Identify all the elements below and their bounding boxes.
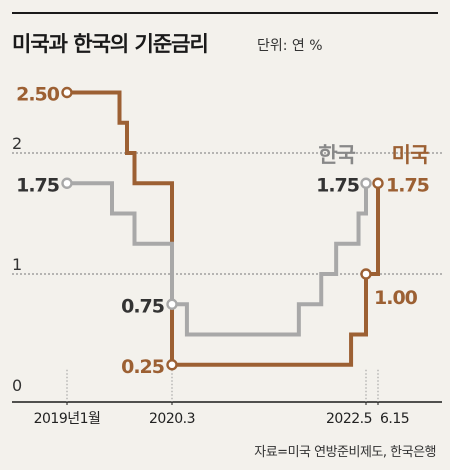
value-label-korea-1: 0.75 <box>121 295 164 317</box>
axis-layer: 2019년1월 2020.3 2022.5 6.15 <box>12 369 442 427</box>
marker-us-3 <box>372 177 384 189</box>
x-tick-label-2: 2022.5 <box>326 411 372 427</box>
marker-us-1 <box>166 359 178 371</box>
y-tick-label-0: 0 <box>12 376 22 395</box>
value-label-us-3: 1.75 <box>386 174 429 196</box>
value-label-us-2: 1.00 <box>374 287 418 309</box>
x-tick-label-3: 6.15 <box>380 411 409 427</box>
series-line-korea <box>67 181 368 337</box>
chart-title: 미국과 한국의 기준금리 <box>12 32 209 56</box>
top-rule <box>12 12 438 14</box>
unit-label: 단위: 연 % <box>257 38 323 54</box>
grid-layer: 0 1 2 <box>12 134 442 395</box>
marker-us-0 <box>61 86 73 99</box>
marker-korea-1 <box>166 298 178 310</box>
series-layer <box>67 90 380 367</box>
value-label-korea-0: 1.75 <box>16 174 59 196</box>
label-layer: 2.50 0.25 1.00 1.75 1.75 0.75 1.75 미국 한국 <box>16 84 430 378</box>
value-label-korea-2: 1.75 <box>316 174 359 196</box>
series-name-us: 미국 <box>392 143 429 167</box>
series-name-korea: 한국 <box>318 143 355 167</box>
marker-korea-2 <box>360 177 372 189</box>
x-tick-label-0: 2019년1월 <box>34 411 101 427</box>
marker-korea-0 <box>61 177 73 189</box>
value-label-us-0: 2.50 <box>16 84 60 106</box>
y-tick-label-2: 2 <box>12 134 22 153</box>
marker-us-2 <box>360 268 372 280</box>
series-line-us <box>67 90 380 367</box>
x-tick-label-1: 2020.3 <box>149 411 195 427</box>
y-tick-label-1: 1 <box>12 255 22 274</box>
source-note: 자료=미국 연방준비제도, 한국은행 <box>254 445 436 460</box>
value-label-us-1: 0.25 <box>121 356 164 378</box>
